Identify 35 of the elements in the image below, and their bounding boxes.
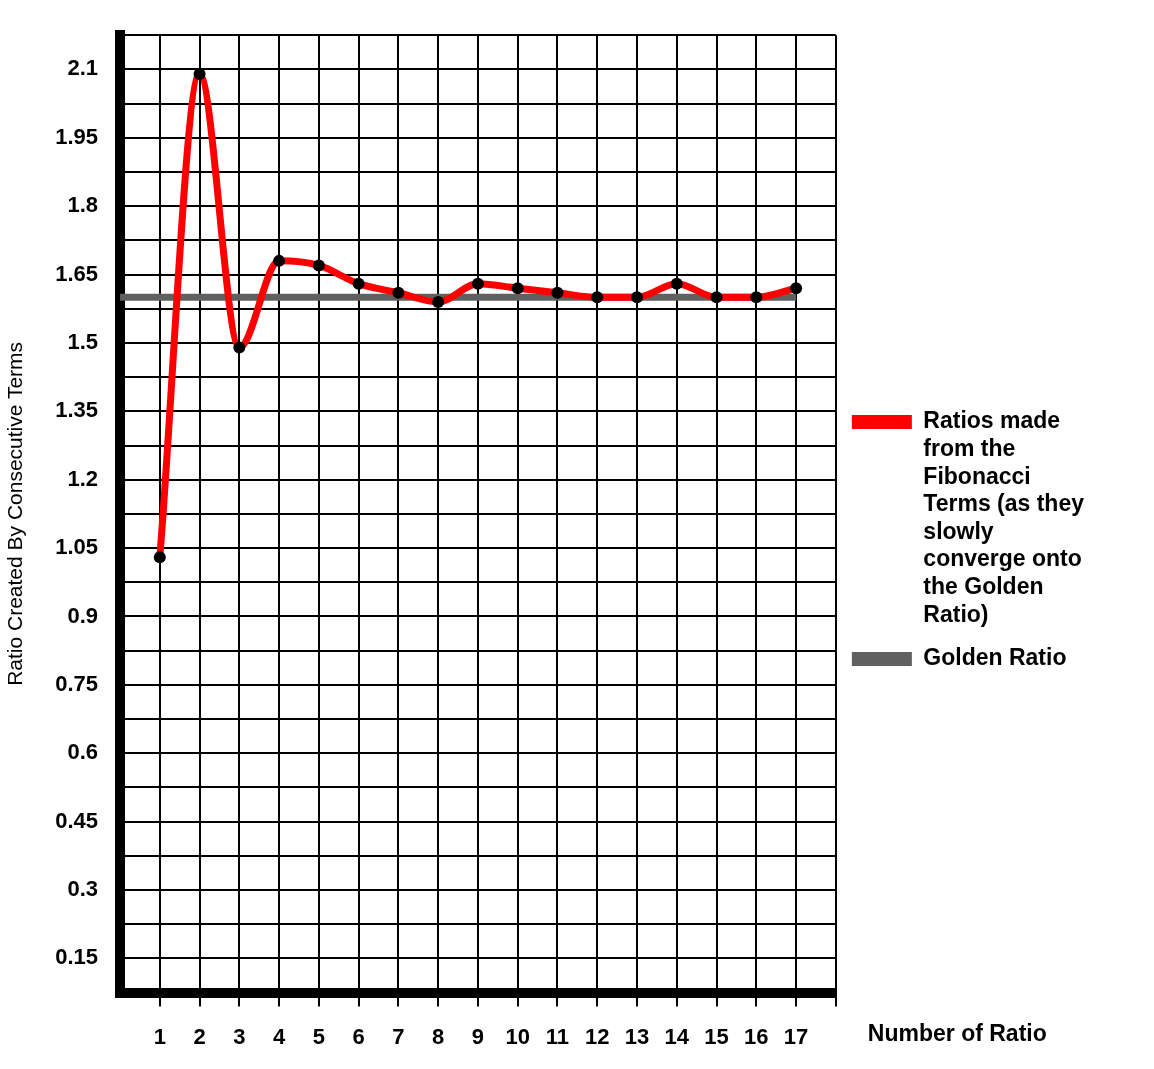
x-tick-label: 14: [664, 1023, 690, 1049]
x-tick-label: 7: [392, 1023, 405, 1049]
y-tick-label: 1.2: [67, 465, 99, 491]
y-tick-label: 0.15: [55, 944, 99, 970]
y-tick-label: 2.1: [67, 55, 99, 81]
x-tick-label: 13: [624, 1023, 650, 1049]
y-axis-title: Ratio Created By Consecutive Terms: [3, 341, 27, 686]
x-tick-label: 17: [783, 1023, 809, 1049]
y-tick-label: 0.45: [55, 807, 99, 833]
x-tick-label: 5: [312, 1023, 325, 1049]
x-tick-label: 3: [233, 1023, 246, 1049]
y-tick-label: 1.8: [67, 192, 99, 218]
x-tick-label: 15: [704, 1023, 729, 1049]
x-tick-label: 11: [545, 1023, 570, 1049]
x-tick-label: 8: [432, 1023, 445, 1049]
y-tick-label: 1.65: [55, 260, 99, 286]
x-tick-label: 4: [272, 1023, 286, 1049]
y-tick-label: 1.95: [55, 123, 99, 149]
y-tick-label: 0.75: [55, 670, 99, 696]
x-tick-label: 10: [505, 1023, 530, 1049]
y-tick-label: 1.5: [67, 329, 99, 354]
legend-label: Golden Ratio: [923, 644, 1067, 671]
legend-label: Ratios made from the Fibonacci Terms (as they slowly converge onto the Golden Ratio): [923, 407, 1085, 627]
x-tick-label: 1: [153, 1023, 166, 1049]
y-tick-label: 0.9: [67, 602, 99, 628]
x-tick-label: 16: [744, 1023, 769, 1049]
x-tick-label: 2: [193, 1023, 206, 1049]
y-tick-label: 0.6: [67, 739, 99, 765]
y-tick-label: 0.3: [67, 876, 99, 902]
x-tick-label: 9: [471, 1023, 485, 1049]
y-tick-label: 1.05: [55, 534, 99, 560]
x-axis-title: Number of Ratio: [867, 1019, 1047, 1046]
x-tick-label: 6: [352, 1023, 365, 1049]
y-tick-label: 1.35: [55, 397, 99, 423]
x-tick-label: 12: [585, 1023, 610, 1049]
